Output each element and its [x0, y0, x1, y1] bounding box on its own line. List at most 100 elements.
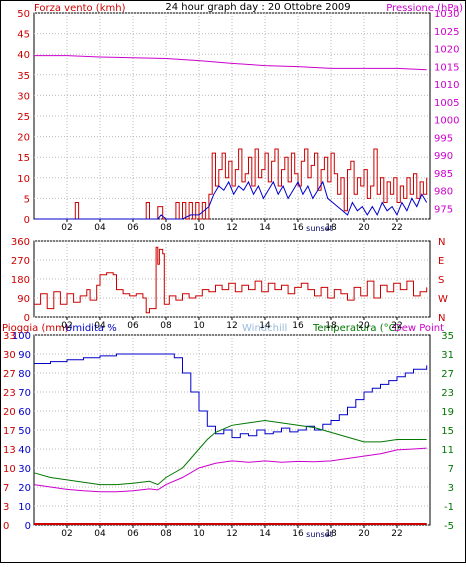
wind-tick-label: 40 [17, 50, 30, 61]
x-tick-label: 12 [226, 529, 237, 539]
sunset-label: sunset [306, 224, 333, 233]
rain-tick-label: 17 [3, 426, 16, 437]
direction-tick-label: 90 [17, 294, 30, 305]
pressure-axis-title: Pressione (hPa) [386, 3, 463, 14]
wind-tick-label: 45 [17, 30, 30, 41]
rain-tick-label: 7 [3, 483, 9, 494]
x-tick-label: 18 [325, 529, 337, 539]
x-tick-label: 20 [358, 529, 370, 539]
rain-tick-label: 33 [3, 331, 16, 342]
rain-tick-label: 30 [3, 350, 16, 361]
compass-label: S [438, 275, 444, 286]
compass-label: N [438, 237, 445, 248]
x-tick-label: 02 [61, 321, 72, 331]
x-tick-label: 08 [160, 529, 172, 539]
gust-series-line [34, 180, 428, 220]
x-tick-label: 06 [127, 223, 139, 233]
pressure-tick-label: 1025 [434, 27, 459, 38]
x-tick-label: 16 [292, 223, 304, 233]
wind-tick-label: 50 [17, 9, 30, 20]
humidity-tick-label: 70 [18, 388, 31, 399]
direction-tick-label: 0 [24, 313, 30, 324]
humidity-tick-label: 10 [18, 502, 31, 513]
x-tick-label: 04 [94, 223, 106, 233]
x-tick-label: 12 [226, 223, 237, 233]
humidity-tick-label: 50 [18, 426, 31, 437]
wind-tick-label: 10 [17, 174, 30, 185]
temperature-series-line [33, 419, 427, 486]
x-tick-label: 14 [259, 223, 271, 233]
x-tick-label: 10 [193, 223, 205, 233]
temperature-tick-label: -1 [444, 502, 454, 513]
x-tick-label: 12 [226, 321, 237, 331]
chart-title: 24 hour graph day : 20 Ottobre 2009 [165, 2, 350, 13]
humidity-axis-title: Umidita % [65, 323, 117, 334]
x-tick-label: 04 [94, 321, 106, 331]
pressure-tick-label: 980 [434, 187, 453, 198]
pressure-tick-label: 1020 [434, 45, 459, 56]
temperature-tick-label: 35 [441, 331, 454, 342]
x-tick-label: 04 [94, 529, 106, 539]
temperature-tick-label: 11 [441, 445, 454, 456]
rain-tick-label: 27 [3, 369, 16, 380]
humidity-tick-label: 60 [18, 407, 31, 418]
x-tick-label: 20 [358, 321, 370, 331]
direction-series-line [34, 246, 428, 314]
humidity-tick-label: 0 [25, 521, 31, 532]
x-tick-label: 10 [193, 529, 205, 539]
pressure-tick-label: 975 [434, 204, 453, 215]
x-tick-label: 18 [325, 223, 337, 233]
temperature-tick-label: 31 [441, 350, 454, 361]
temperature-tick-label: 19 [441, 407, 454, 418]
wind-tick-label: 15 [17, 153, 30, 164]
pressure-tick-label: 1005 [434, 98, 459, 109]
temperature-tick-label: 3 [448, 483, 454, 494]
pressure-tick-label: 985 [434, 169, 453, 180]
wind-tick-label: 25 [17, 112, 30, 123]
x-tick-label: 02 [61, 529, 72, 539]
x-tick-label: 20 [358, 223, 370, 233]
pressure-tick-label: 990 [434, 151, 453, 162]
wind-tick-label: 35 [17, 71, 30, 82]
compass-label: N [438, 313, 445, 324]
wind-axis-title: Forza vento (kmh) [34, 3, 126, 14]
humidity-series-line [34, 353, 428, 439]
wind-tick-label: 0 [24, 215, 30, 226]
wind-tick-label: 20 [17, 133, 30, 144]
humidity-tick-label: 100 [12, 331, 31, 342]
rain-tick-label: 23 [3, 388, 16, 399]
pressure-tick-label: 995 [434, 133, 453, 144]
compass-label: E [438, 256, 444, 267]
x-tick-label: 08 [160, 223, 172, 233]
rain-tick-label: 20 [3, 407, 16, 418]
rain-tick-label: 13 [3, 445, 16, 456]
x-tick-label: 14 [259, 321, 271, 331]
sunset-label: sunset [306, 530, 333, 539]
pressure-tick-label: 1030 [434, 9, 459, 20]
temperature-tick-label: 15 [441, 426, 454, 437]
pressure-tick-label: 1000 [434, 116, 459, 127]
direction-tick-label: 180 [11, 275, 30, 286]
dewpoint-series-line [33, 447, 427, 493]
dewpoint-legend: Dew Point [394, 323, 444, 334]
rain-tick-label: 10 [3, 464, 16, 475]
x-tick-label: 22 [391, 321, 402, 331]
x-tick-label: 18 [325, 321, 337, 331]
compass-label: W [438, 294, 448, 305]
x-tick-label: 02 [61, 223, 72, 233]
temperature-tick-label: 23 [441, 388, 454, 399]
rain-tick-label: 3 [3, 502, 9, 513]
humidity-tick-label: 30 [18, 464, 31, 475]
direction-tick-label: 360 [11, 237, 30, 248]
x-tick-label: 14 [259, 529, 271, 539]
x-tick-label: 16 [292, 529, 304, 539]
wind-series-line [34, 148, 428, 220]
temperature-tick-label: 27 [441, 369, 454, 380]
x-tick-label: 06 [127, 321, 139, 331]
x-tick-label: 06 [127, 529, 139, 539]
humidity-tick-label: 20 [18, 483, 31, 494]
x-tick-label: 10 [193, 321, 205, 331]
x-tick-label: 22 [391, 529, 402, 539]
